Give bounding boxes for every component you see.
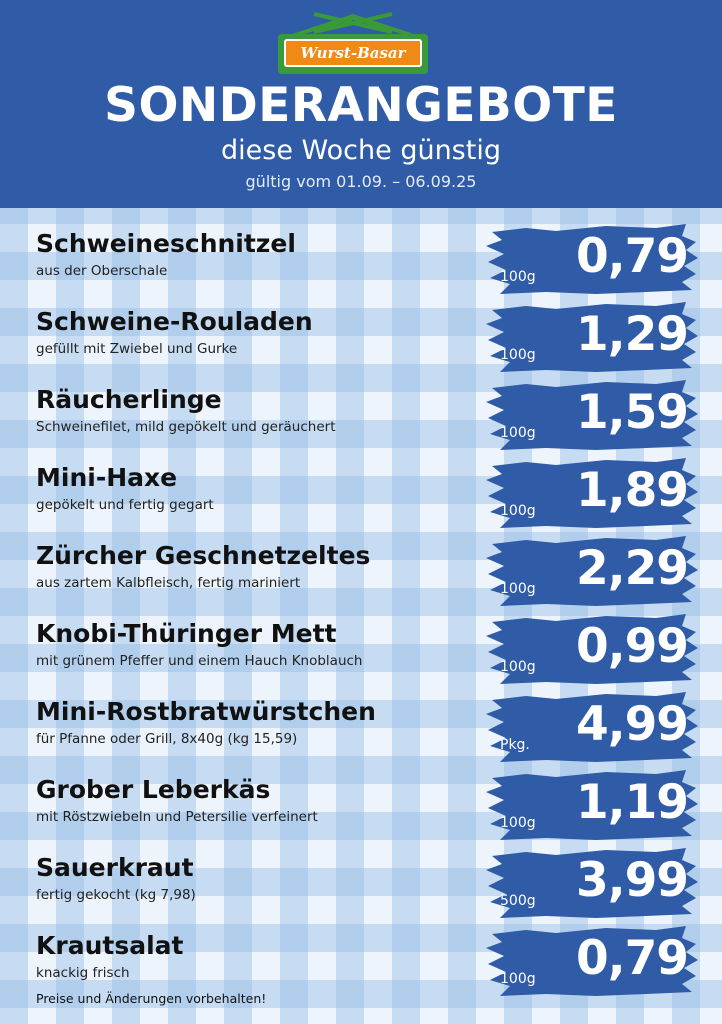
brush-stroke-icon — [486, 926, 698, 996]
item-price: 0,79 — [576, 229, 689, 284]
item-unit: 100g — [500, 425, 536, 441]
item-price: 3,99 — [576, 853, 689, 908]
brush-stroke-icon — [486, 692, 698, 762]
item-name: Sauerkraut — [36, 853, 194, 882]
brush-stroke-icon — [486, 770, 698, 840]
item-unit: 100g — [500, 581, 536, 597]
item-description: aus zartem Kalbfleisch, fertig mariniert — [36, 575, 301, 591]
brush-stroke-icon — [486, 458, 698, 528]
offer-item: Krautsalat knackig frisch 100g 0,79 — [0, 920, 722, 998]
footer-note: Preise und Änderungen vorbehalten! — [36, 991, 267, 1006]
item-name: Mini-Haxe — [36, 463, 178, 492]
brush-stroke-icon — [486, 224, 698, 294]
item-unit: 100g — [500, 347, 536, 363]
wurst-basar-logo: Wurst-Basar — [278, 12, 428, 76]
item-name: Krautsalat — [36, 931, 184, 960]
brush-stroke-icon — [486, 536, 698, 606]
item-description: mit Röstzwiebeln und Petersilie verfeine… — [36, 809, 318, 825]
offer-item: Mini-Rostbratwürstchen für Pfanne oder G… — [0, 686, 722, 764]
offer-item: Knobi-Thüringer Mett mit grünem Pfeffer … — [0, 608, 722, 686]
brush-stroke-icon — [486, 380, 698, 450]
page-subtitle: diese Woche günstig — [221, 135, 501, 166]
brush-stroke-icon — [486, 614, 698, 684]
logo-plate: Wurst-Basar — [278, 34, 428, 74]
item-description: fertig gekocht (kg 7,98) — [36, 887, 196, 903]
item-description: knackig frisch — [36, 965, 130, 981]
item-description: Schweinefilet, mild gepökelt und geräuch… — [36, 419, 336, 435]
item-name: Mini-Rostbratwürstchen — [36, 697, 376, 726]
offer-item: Räucherlinge Schweinefilet, mild gepökel… — [0, 374, 722, 452]
offer-item: Schweineschnitzel aus der Oberschale 100… — [0, 218, 722, 296]
offer-item: Sauerkraut fertig gekocht (kg 7,98) 500g… — [0, 842, 722, 920]
item-name: Zürcher Geschnetzeltes — [36, 541, 371, 570]
item-description: aus der Oberschale — [36, 263, 168, 279]
item-name: Grober Leberkäs — [36, 775, 271, 804]
item-price: 1,89 — [576, 463, 689, 518]
item-price: 1,59 — [576, 385, 689, 440]
item-unit: 100g — [500, 815, 536, 831]
offer-item: Mini-Haxe gepökelt und fertig gegart 100… — [0, 452, 722, 530]
brush-stroke-icon — [486, 848, 698, 918]
item-description: für Pfanne oder Grill, 8x40g (kg 15,59) — [36, 731, 298, 747]
item-unit: Pkg. — [500, 737, 530, 753]
offer-item: Grober Leberkäs mit Röstzwiebeln und Pet… — [0, 764, 722, 842]
validity-period: gültig vom 01.09. – 06.09.25 — [245, 172, 477, 191]
item-name: Schweineschnitzel — [36, 229, 296, 258]
item-unit: 500g — [500, 893, 536, 909]
brush-stroke-icon — [486, 302, 698, 372]
item-unit: 100g — [500, 659, 536, 675]
item-name: Schweine-Rouladen — [36, 307, 313, 336]
page-title: SONDERANGEBOTE — [104, 78, 618, 133]
item-price: 1,29 — [576, 307, 689, 362]
logo-text: Wurst-Basar — [284, 39, 422, 67]
item-unit: 100g — [500, 503, 536, 519]
item-price: 1,19 — [576, 775, 689, 830]
header-banner: Wurst-Basar SONDERANGEBOTE diese Woche g… — [0, 0, 722, 208]
item-unit: 100g — [500, 269, 536, 285]
offer-item: Zürcher Geschnetzeltes aus zartem Kalbfl… — [0, 530, 722, 608]
item-name: Knobi-Thüringer Mett — [36, 619, 337, 648]
item-name: Räucherlinge — [36, 385, 222, 414]
item-price: 4,99 — [576, 697, 689, 752]
item-price: 0,79 — [576, 931, 689, 986]
item-price: 2,29 — [576, 541, 689, 596]
item-description: mit grünem Pfeffer und einem Hauch Knobl… — [36, 653, 363, 669]
roof-icon — [292, 12, 414, 34]
item-unit: 100g — [500, 971, 536, 987]
item-price: 0,99 — [576, 619, 689, 674]
offer-item: Schweine-Rouladen gefüllt mit Zwiebel un… — [0, 296, 722, 374]
item-description: gefüllt mit Zwiebel und Gurke — [36, 341, 238, 357]
item-description: gepökelt und fertig gegart — [36, 497, 214, 513]
